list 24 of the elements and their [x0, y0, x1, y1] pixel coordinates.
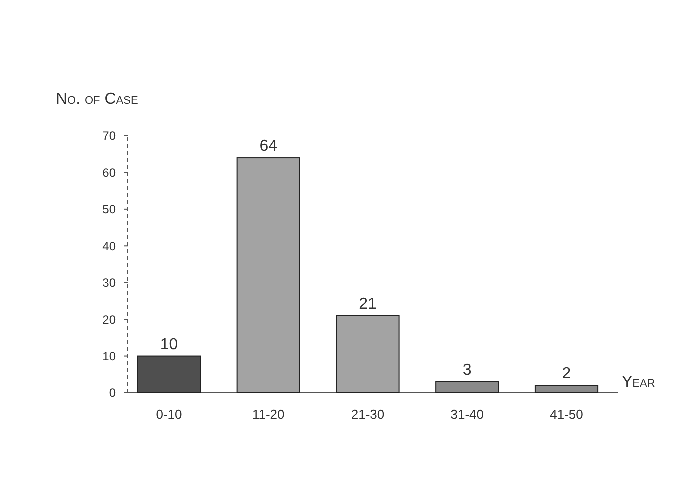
x-tick-label: 31-40	[450, 407, 484, 422]
data-label: 21	[359, 296, 377, 313]
y-axis-title: No. of Case	[56, 91, 138, 108]
data-label: 3	[462, 362, 472, 379]
x-axis-title: Year	[622, 374, 656, 391]
x-tick-label: 11-20	[252, 407, 285, 422]
x-tick-label: 41-50	[550, 407, 584, 422]
bar	[534, 385, 599, 394]
y-tick-label: 60	[102, 166, 116, 180]
data-label: 10	[160, 336, 178, 354]
x-tick-label: 0-10	[156, 407, 182, 422]
y-tick-label: 50	[102, 202, 116, 217]
y-tick-label: 70	[102, 129, 116, 144]
bar	[436, 381, 500, 394]
y-tick-label: 20	[102, 312, 116, 327]
data-label: 64	[260, 138, 278, 156]
bar	[236, 158, 300, 394]
bar	[336, 315, 400, 394]
y-tick-label: 40	[102, 239, 116, 254]
y-tick-label: 30	[102, 276, 116, 290]
y-tick-label: 0	[109, 386, 116, 400]
data-label: 2	[562, 366, 572, 383]
y-tick-label: 10	[102, 349, 116, 364]
x-tick-label: 21-30	[351, 407, 385, 422]
